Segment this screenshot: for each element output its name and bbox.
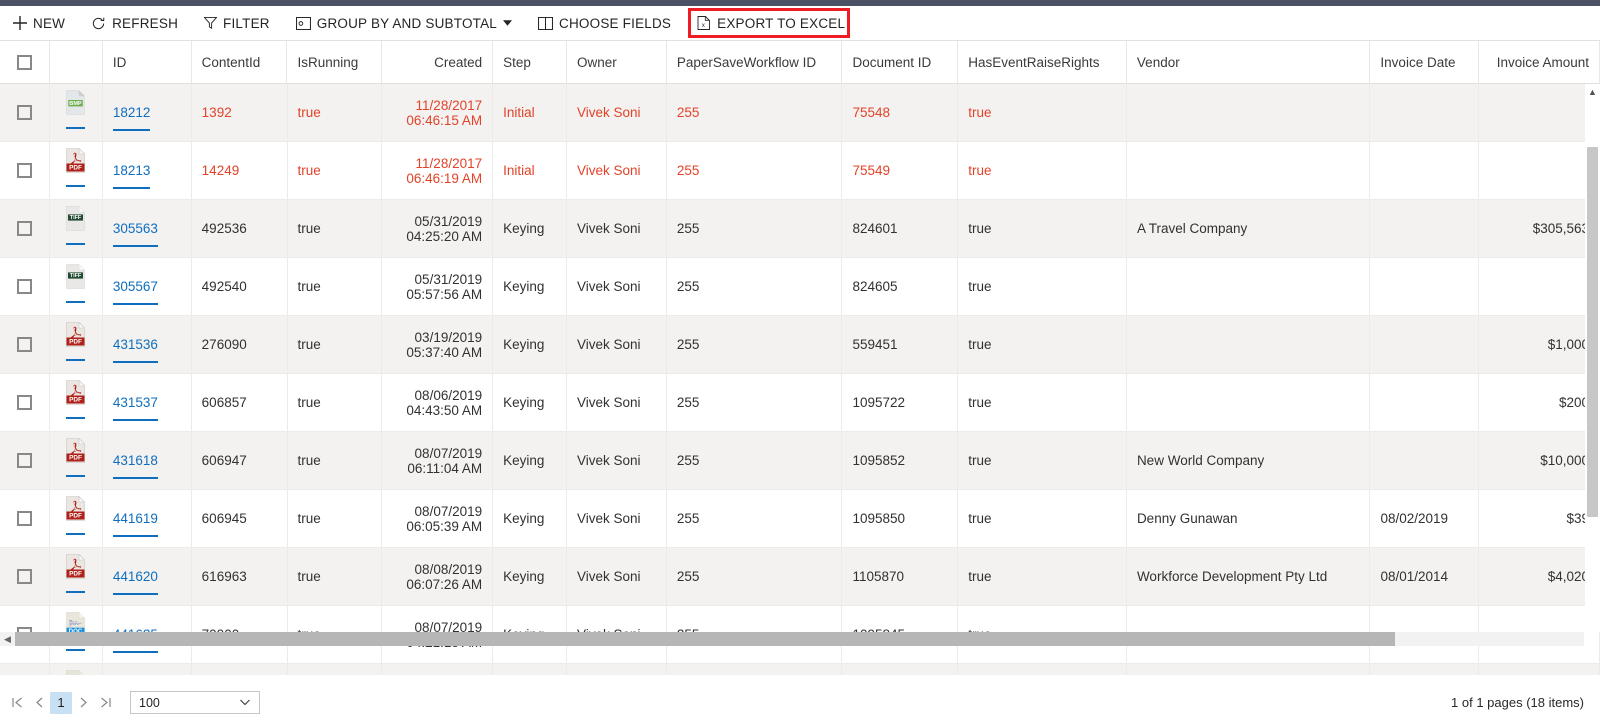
svg-text:PDF: PDF <box>69 571 82 578</box>
svg-text:PDF: PDF <box>69 397 82 404</box>
svg-text:TIFF: TIFF <box>70 215 82 221</box>
svg-text:PDF: PDF <box>69 165 82 172</box>
svg-text:PDF: PDF <box>69 513 82 520</box>
svg-text:BMP: BMP <box>70 101 83 107</box>
svg-text:TIFF: TIFF <box>70 273 82 279</box>
svg-text:PDF: PDF <box>69 455 82 462</box>
svg-text:PDF: PDF <box>69 339 82 346</box>
svg-text:x: x <box>702 23 705 29</box>
